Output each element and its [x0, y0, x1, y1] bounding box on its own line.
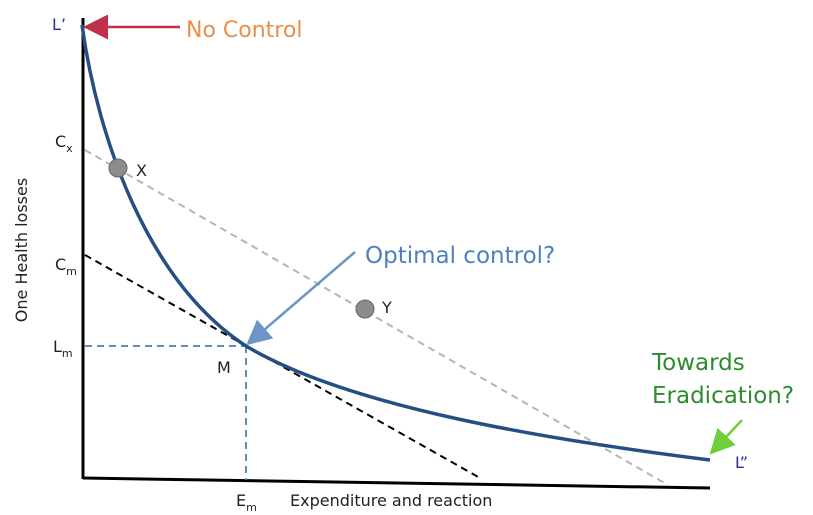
label-l-prime: L’	[52, 15, 66, 34]
label-cm: Cm	[55, 255, 77, 278]
point-y	[355, 299, 375, 319]
point-x	[108, 158, 128, 178]
optimal-control: Optimal control?	[365, 243, 555, 269]
label-em: Em	[236, 491, 257, 514]
loss-curve	[80, 24, 711, 462]
label-l-double-prime: L”	[735, 453, 748, 472]
x-axis	[82, 476, 711, 490]
arrow-eradication	[709, 419, 743, 455]
x-axis-label: Expenditure and reaction	[290, 491, 492, 510]
cost-line-x	[84, 149, 669, 486]
eradication-line1: Towards	[651, 350, 745, 376]
no-control: No Control	[186, 18, 302, 43]
label-lm: Lm	[53, 337, 73, 360]
label-x: X	[136, 161, 147, 180]
label-m: M	[217, 358, 231, 377]
y-axis-label: One Health losses	[12, 178, 31, 322]
label-y: Y	[381, 298, 392, 317]
cost-line-m	[84, 254, 481, 479]
eradication-line2: Eradication?	[652, 383, 794, 409]
arrow-optimal	[246, 251, 356, 346]
label-cx: Cx	[55, 132, 73, 155]
